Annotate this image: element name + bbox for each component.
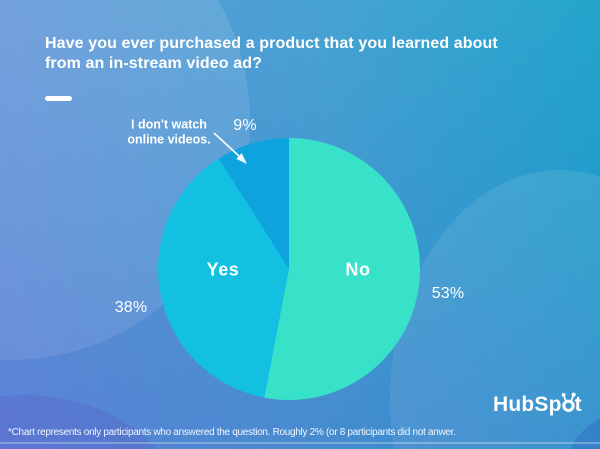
chart-title: Have you ever purchased a product that y… [45, 35, 498, 72]
annotation-line2: online videos. [127, 132, 211, 146]
hubspot-sprocket-icon [561, 392, 576, 412]
hubspot-wordmark-post: t [574, 393, 582, 416]
pct-label-dont-watch: 9% [233, 117, 257, 134]
footnote: *Chart represents only participants who … [8, 427, 456, 438]
annotation-arrow-icon [213, 132, 247, 164]
title-underline-dash [45, 96, 72, 101]
hubspot-logo: HubSp t [493, 392, 582, 416]
pct-label-yes: 38% [114, 299, 148, 316]
pie-chart [158, 138, 420, 400]
bottom-edge-line [0, 442, 600, 444]
annotation-line1: I don't watch [131, 117, 207, 132]
slice-label-yes: Yes [206, 259, 240, 280]
hubspot-wordmark-pre: HubSp [493, 393, 562, 416]
pct-label-no: 53% [431, 285, 465, 302]
annotation-dont-watch: I don't watch online videos. [127, 118, 210, 147]
slice-label-no: No [345, 259, 371, 280]
background-blob-bottom-left [0, 395, 180, 449]
